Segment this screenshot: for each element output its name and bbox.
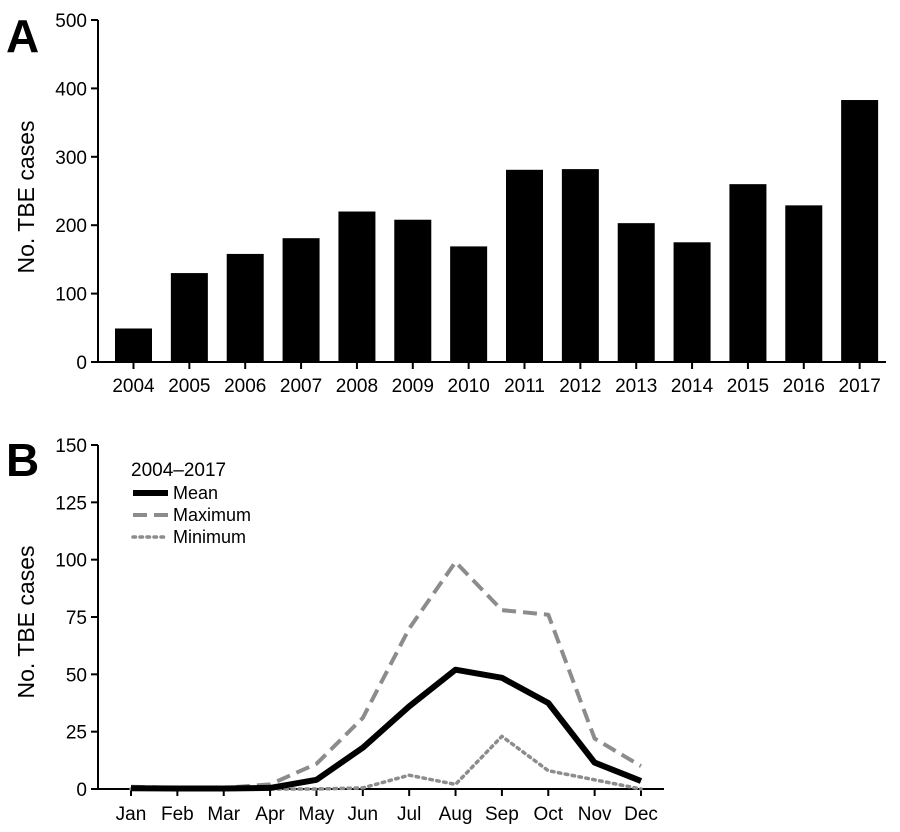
- x-tick-label: 2011: [504, 376, 545, 397]
- x-tick-label: 2012: [559, 376, 601, 397]
- x-tick-label: 2015: [727, 376, 769, 397]
- y-tick-label: 75: [66, 608, 87, 629]
- legend-title: 2004–2017: [131, 460, 226, 481]
- y-tick-label: 0: [76, 353, 87, 374]
- bar: [617, 223, 655, 362]
- x-tick-label: Nov: [578, 804, 612, 825]
- x-tick-label: 2005: [168, 376, 210, 397]
- bar: [785, 205, 823, 362]
- x-tick-label: 2009: [392, 376, 434, 397]
- series-line-minimum: [129, 734, 643, 791]
- x-tick-label: Sep: [485, 804, 519, 825]
- x-tick-label: 2016: [783, 376, 825, 397]
- bar: [170, 273, 208, 362]
- bar: [338, 211, 376, 362]
- series-line-maximum: [130, 560, 643, 790]
- chart-panel-a: 0 100 200 300 400 500 2004 2005 2006 2007 2008 2009…: [13, 11, 886, 397]
- y-tick-label: 125: [55, 493, 87, 514]
- y-tick-label: 100: [55, 285, 87, 306]
- bar: [394, 219, 432, 362]
- bar: [561, 169, 599, 362]
- x-tick-label: Jul: [397, 804, 421, 825]
- y-tick-label: 0: [76, 780, 87, 801]
- bar: [506, 169, 543, 362]
- panel-a-letter: A: [6, 10, 39, 62]
- bar: [115, 328, 152, 362]
- x-tick-label: 2006: [224, 376, 266, 397]
- legend-label-mean: Mean: [173, 483, 218, 503]
- chart-panel-b: 0 25 50 75 100 125 150 Jan Feb Mar Apr May Jun Jul Aug…: [13, 436, 664, 825]
- legend-label-maximum: Maximum: [173, 505, 251, 525]
- panel-b-letter: B: [6, 434, 39, 486]
- x-tick-label: 2007: [280, 376, 322, 397]
- x-tick-label: 2004: [112, 376, 155, 397]
- y-tick-label: 150: [55, 436, 87, 457]
- bar: [729, 184, 767, 362]
- bar: [226, 253, 264, 362]
- x-tick-label: 2008: [336, 376, 378, 397]
- bar: [282, 238, 320, 362]
- y-tick-label: 200: [55, 216, 87, 237]
- x-tick-label: Jan: [116, 804, 147, 825]
- bar: [673, 242, 711, 362]
- series-line-mean: [130, 666, 643, 792]
- y-axis-title: No. TBE cases: [13, 121, 39, 274]
- y-tick-label: 100: [55, 551, 87, 572]
- x-tick-label: Feb: [161, 804, 194, 825]
- y-tick-label: 25: [66, 723, 87, 744]
- x-tick-label: 2014: [671, 376, 714, 397]
- y-tick-label: 50: [66, 665, 87, 686]
- x-tick-label: Jun: [347, 804, 378, 825]
- bar: [450, 246, 488, 362]
- x-tick-label: May: [299, 804, 335, 825]
- y-axis-title: No. TBE cases: [13, 546, 39, 699]
- bar: [841, 100, 879, 362]
- x-tick-label: Dec: [624, 804, 658, 825]
- x-tick-label: Aug: [439, 804, 473, 825]
- y-tick-label: 400: [55, 79, 87, 100]
- x-tick-label: 2017: [839, 376, 881, 397]
- x-tick-label: 2010: [448, 376, 490, 397]
- x-tick-label: Mar: [207, 804, 240, 825]
- x-tick-label: Oct: [533, 804, 563, 825]
- y-tick-label: 500: [55, 11, 87, 32]
- x-tick-label: 2013: [615, 376, 657, 397]
- legend-label-minimum: Minimum: [173, 527, 246, 547]
- y-tick-label: 300: [55, 148, 87, 169]
- x-tick-label: Apr: [255, 804, 285, 825]
